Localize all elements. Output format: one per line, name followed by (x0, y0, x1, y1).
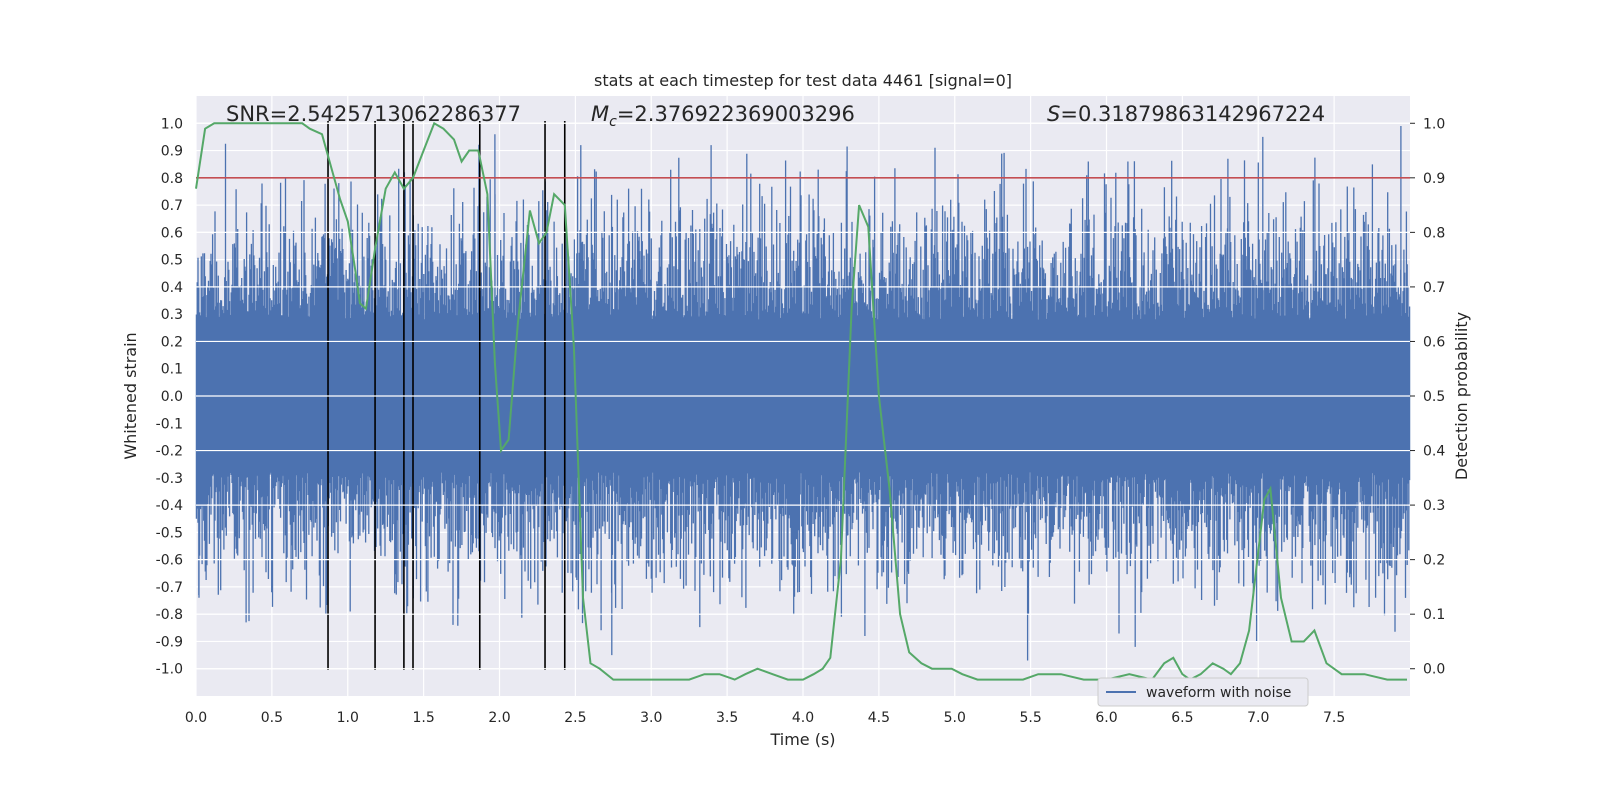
y-axis-ticks: 1.0 0.9 0.8 0.7 0.6 0.5 0.4 0.3 0.2 0.1 0.0 -0.1 -0.… (156, 116, 183, 677)
legend: waveform with noise (1097, 677, 1309, 707)
y-tick-label: -0.2 (156, 444, 183, 460)
y-tick-label: -0.9 (156, 634, 183, 650)
y-right-tick-label: 0.7 (1423, 280, 1445, 296)
y-right-tick-label: 0.4 (1423, 444, 1445, 460)
x-axis-ticks: 0.0 0.5 1.0 1.5 2.0 2.5 3.0 3.5 4.0 4.5 5.0 5.5 6.0 6… (185, 710, 1345, 726)
x-tick-label: 3.5 (716, 710, 738, 726)
snr-annotation: SNR=2.5425713062286377 (226, 102, 521, 126)
y-tick-label: 0.0 (161, 389, 183, 405)
y-right-tick-label: 0.9 (1423, 171, 1445, 187)
probability-line (195, 121, 1407, 681)
chirp-mass-subscript: c (609, 114, 617, 130)
y-tick-label: 0.7 (161, 198, 183, 214)
y-tick-label: -0.8 (156, 607, 183, 623)
y-tick-label: 0.9 (161, 144, 183, 160)
y-right-tick-label: 0.0 (1423, 662, 1445, 678)
grid-right-axis (196, 122, 1410, 670)
s-symbol: S (1047, 102, 1060, 126)
y-right-tick-label: 0.3 (1423, 498, 1445, 514)
chirp-mass-value: =2.376922369003296 (617, 102, 855, 126)
y-tick-label: 0.8 (161, 171, 183, 187)
x-tick-label: 3.0 (640, 710, 662, 726)
y-tick-label: 0.1 (161, 362, 183, 378)
y-right-tick-label: 0.2 (1423, 553, 1445, 569)
y-tick-label: 0.5 (161, 253, 183, 269)
y-tick-label: -0.7 (156, 580, 183, 596)
y-tick-label: 1.0 (161, 116, 183, 132)
x-tick-label: 6.0 (1095, 710, 1117, 726)
x-tick-label: 4.0 (792, 710, 814, 726)
y-tick-label: -0.4 (156, 498, 183, 514)
chirp-mass-symbol: M (591, 102, 609, 126)
x-tick-label: 0.0 (185, 710, 207, 726)
s-value: =0.31879863142967224 (1060, 102, 1325, 126)
y-tick-label: 0.6 (161, 225, 183, 241)
chart-title: stats at each timestep for test data 446… (594, 71, 1012, 90)
y-tick-label: 0.2 (161, 334, 183, 350)
x-tick-label: 4.5 (868, 710, 890, 726)
x-tick-label: 1.5 (412, 710, 434, 726)
x-tick-label: 5.5 (1019, 710, 1041, 726)
y-tick-label: -0.5 (156, 525, 183, 541)
y-tick-label: -0.3 (156, 471, 183, 487)
y-right-tick-label: 0.5 (1423, 389, 1445, 405)
y-tick-label: 0.3 (161, 307, 183, 323)
y-right-tick-label: 1.0 (1423, 116, 1445, 132)
y-tick-label: -0.1 (156, 416, 183, 432)
y-right-tick-label: 0.1 (1423, 607, 1445, 623)
y-axis-right-ticks: 1.0 0.9 0.8 0.7 0.6 0.5 0.4 0.3 0.2 0.1 0.0 (1410, 116, 1445, 678)
y-axis-label: Whitened strain (121, 332, 140, 459)
x-tick-label: 2.0 (488, 710, 510, 726)
x-tick-label: 1.0 (337, 710, 359, 726)
s-annotation: S=0.31879863142967224 (1047, 102, 1325, 126)
y-right-tick-label: 0.6 (1423, 334, 1445, 350)
y-tick-label: -0.6 (156, 553, 183, 569)
legend-label: waveform with noise (1146, 685, 1291, 701)
legend-box (1097, 677, 1309, 707)
x-tick-label: 0.5 (261, 710, 283, 726)
y-tick-label: -1.0 (156, 662, 183, 678)
y-right-tick-label: 0.8 (1423, 225, 1445, 241)
x-tick-label: 7.0 (1247, 710, 1269, 726)
y-axis-right-label: Detection probability (1452, 312, 1471, 480)
probability-series (195, 121, 1407, 681)
x-axis-label: Time (s) (769, 730, 835, 749)
x-tick-label: 5.0 (944, 710, 966, 726)
x-tick-label: 2.5 (564, 710, 586, 726)
y-tick-label: 0.4 (161, 280, 183, 296)
chirp-mass-annotation: Mc=2.376922369003296 (591, 102, 855, 130)
x-tick-label: 7.5 (1323, 710, 1345, 726)
x-tick-label: 6.5 (1171, 710, 1193, 726)
